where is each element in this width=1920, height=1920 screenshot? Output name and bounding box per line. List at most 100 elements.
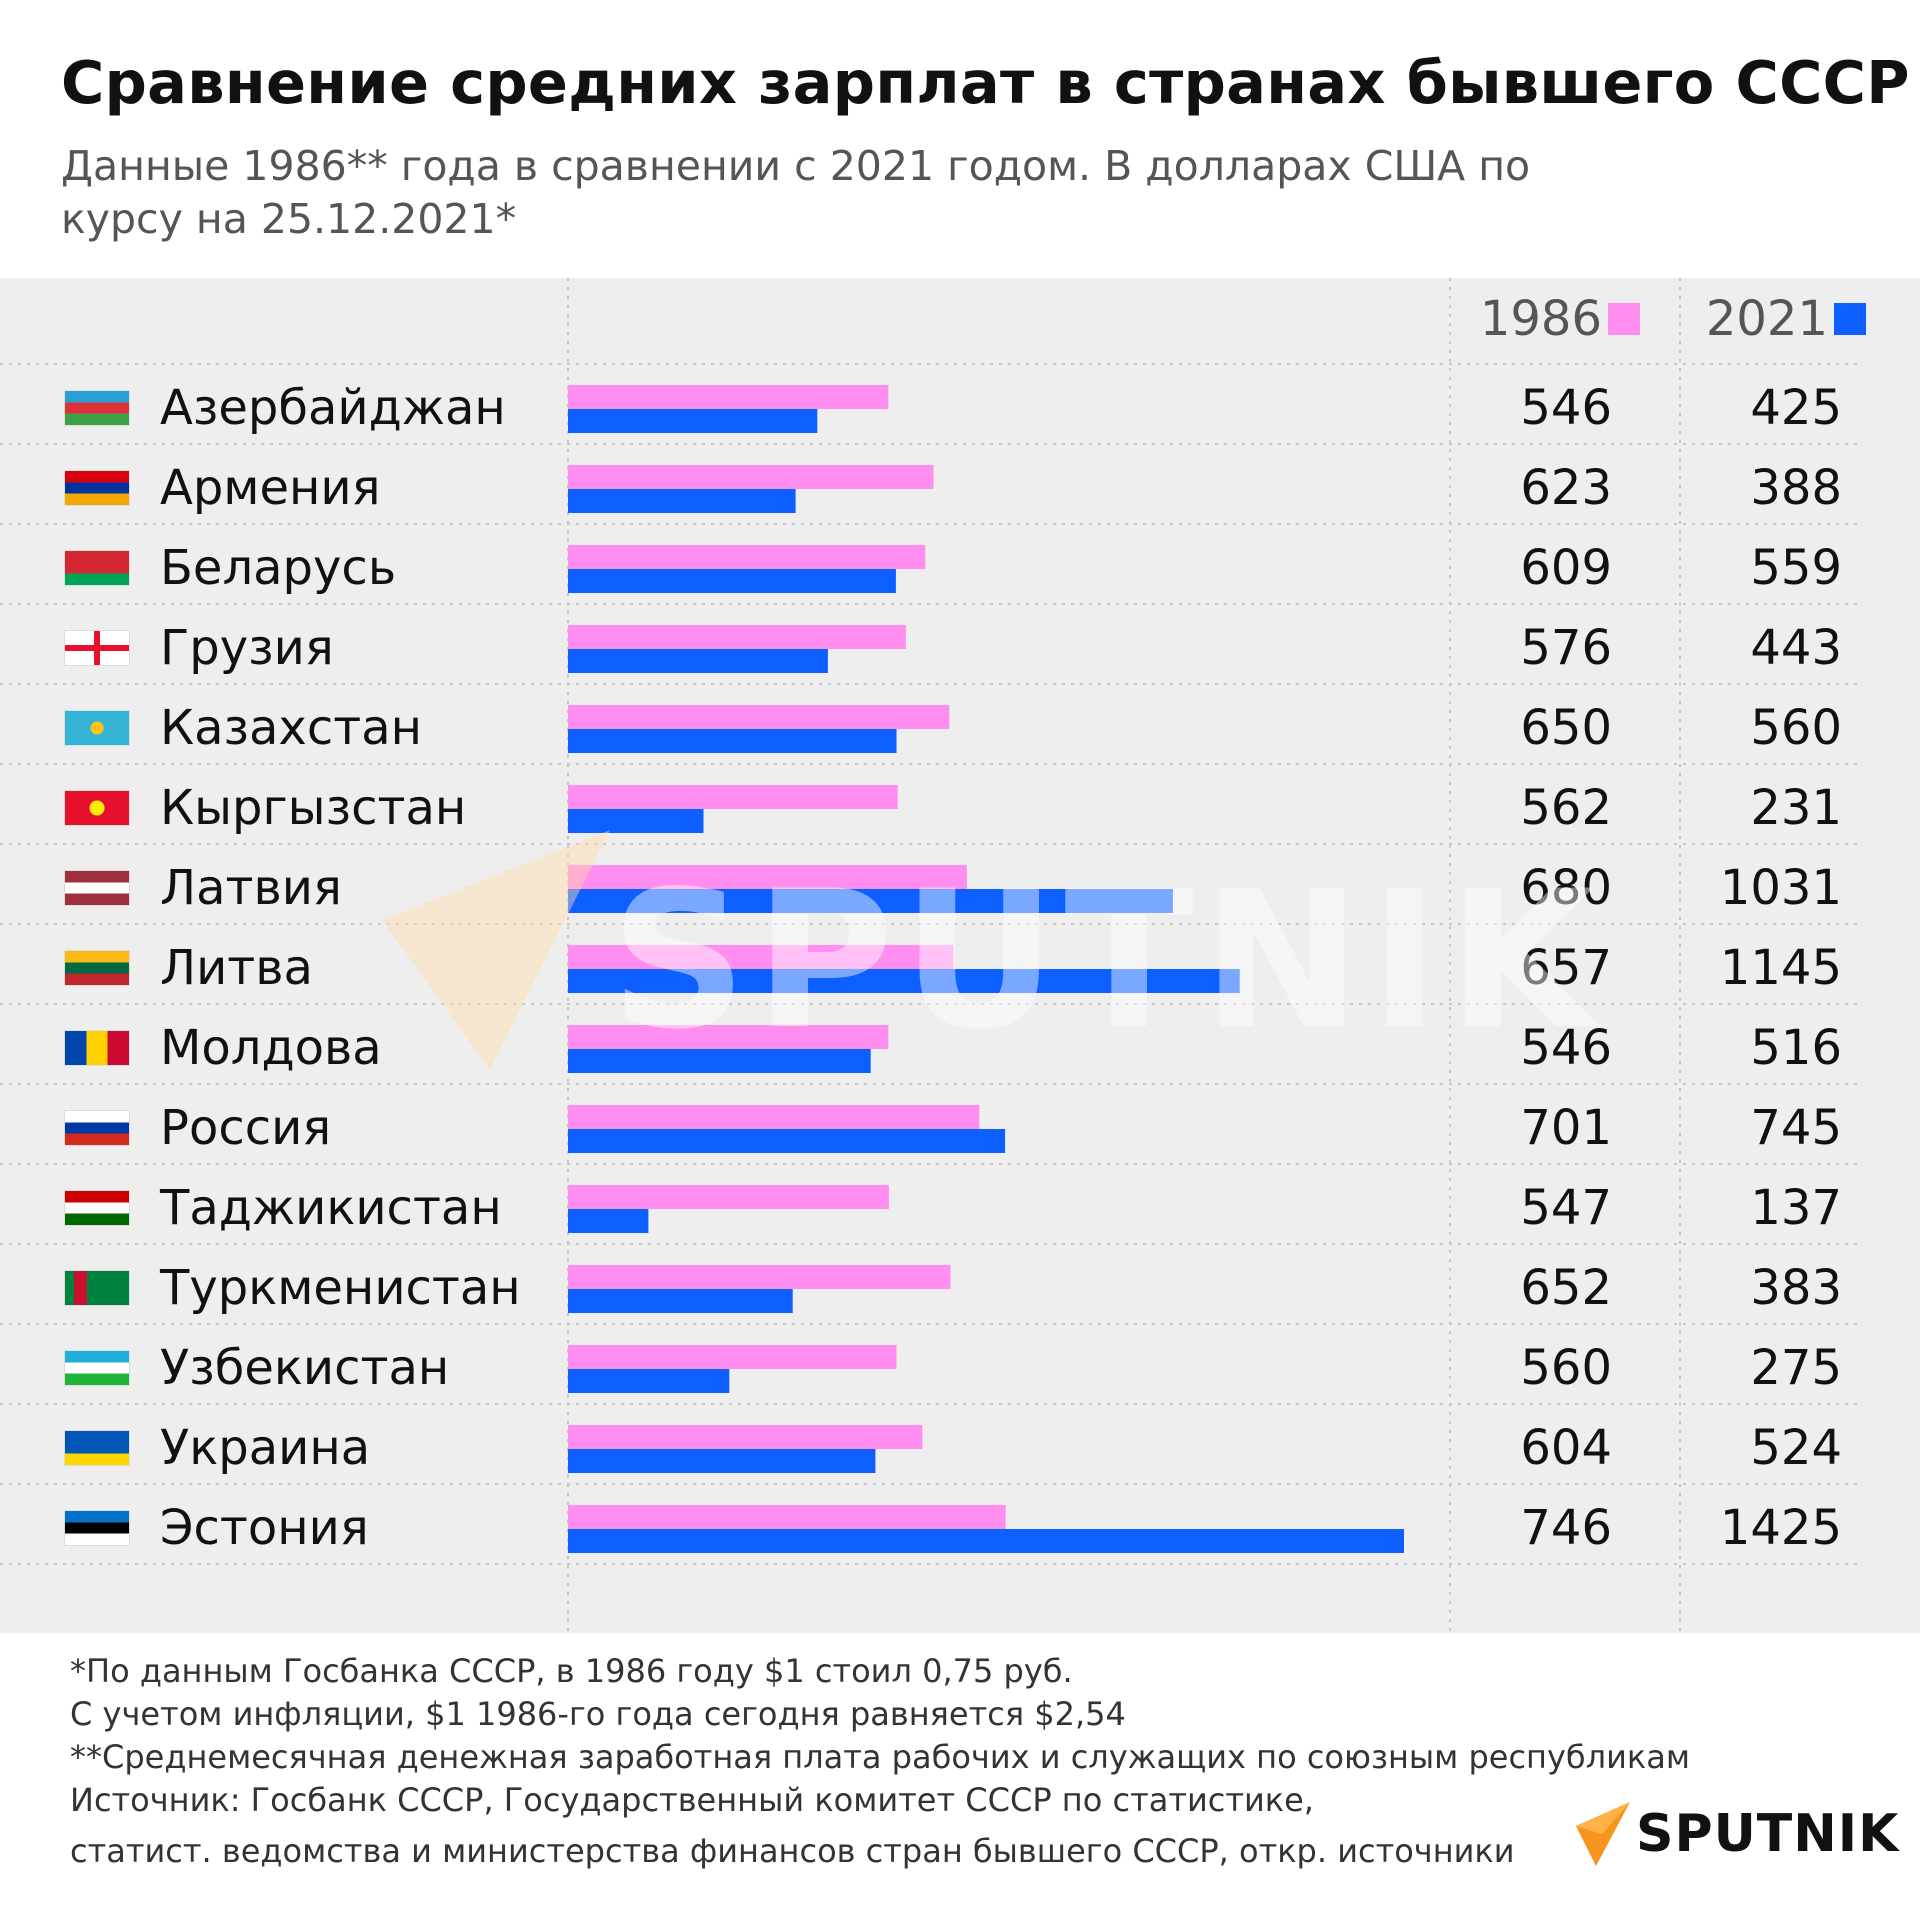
bar-2021 bbox=[568, 1529, 1404, 1553]
turkmenistan-flag-icon bbox=[64, 1270, 130, 1306]
value-2021: 559 bbox=[1750, 540, 1842, 596]
legend-1986-label: 1986 bbox=[1479, 291, 1602, 347]
footnote-line: С учетом инфляции, $1 1986-го года сегод… bbox=[70, 1695, 1126, 1733]
legend-2021-swatch bbox=[1834, 303, 1866, 335]
bar-2021 bbox=[568, 1209, 649, 1233]
bar-2021 bbox=[568, 1049, 871, 1073]
bar-1986 bbox=[568, 1105, 980, 1129]
bar-2021 bbox=[568, 1129, 1006, 1153]
country-name: Эстония bbox=[160, 1500, 369, 1556]
value-1986: 657 bbox=[1520, 940, 1612, 996]
value-2021: 383 bbox=[1750, 1260, 1842, 1316]
country-name: Армения bbox=[160, 460, 381, 516]
georgia-flag-icon bbox=[64, 630, 130, 666]
value-1986: 604 bbox=[1520, 1420, 1612, 1476]
bar-1986 bbox=[568, 1505, 1006, 1529]
bar-1986 bbox=[568, 1025, 889, 1049]
azerbaijan-flag-icon bbox=[64, 390, 130, 426]
table-row: Азербайджан 546 425 bbox=[0, 368, 1920, 448]
value-1986: 701 bbox=[1520, 1100, 1612, 1156]
chart-title: Сравнение средних зарплат в странах бывш… bbox=[61, 48, 1910, 117]
value-2021: 388 bbox=[1750, 460, 1842, 516]
value-2021: 1425 bbox=[1719, 1500, 1842, 1556]
bar-1986 bbox=[568, 625, 906, 649]
lithuania-flag-icon bbox=[64, 950, 130, 986]
value-2021: 560 bbox=[1750, 700, 1842, 756]
table-row: Беларусь 609 559 bbox=[0, 528, 1920, 608]
country-name: Казахстан bbox=[160, 700, 422, 756]
value-1986: 680 bbox=[1520, 860, 1612, 916]
bar-1986 bbox=[568, 945, 954, 969]
value-1986: 652 bbox=[1520, 1260, 1612, 1316]
table-row: Литва 657 1145 bbox=[0, 928, 1920, 1008]
table-row: Казахстан 650 560 bbox=[0, 688, 1920, 768]
legend-1986-swatch bbox=[1608, 303, 1640, 335]
value-2021: 137 bbox=[1750, 1180, 1842, 1236]
legend-2021: 2021 bbox=[1680, 288, 1866, 350]
country-name: Туркменистан bbox=[160, 1260, 521, 1316]
bar-2021 bbox=[568, 969, 1240, 993]
value-2021: 425 bbox=[1750, 380, 1842, 436]
bar-1986 bbox=[568, 785, 898, 809]
bar-2021 bbox=[568, 409, 818, 433]
value-1986: 560 bbox=[1520, 1340, 1612, 1396]
value-1986: 546 bbox=[1520, 1020, 1612, 1076]
value-2021: 1031 bbox=[1719, 860, 1842, 916]
bar-2021 bbox=[568, 489, 796, 513]
belarus-flag-icon bbox=[64, 550, 130, 586]
bar-1986 bbox=[568, 1425, 923, 1449]
bar-2021 bbox=[568, 1449, 876, 1473]
bar-2021 bbox=[568, 729, 897, 753]
table-row: Латвия 680 1031 bbox=[0, 848, 1920, 928]
bar-1986 bbox=[568, 1345, 897, 1369]
bar-2021 bbox=[568, 569, 896, 593]
chart-panel bbox=[0, 278, 1920, 1633]
legend-2021-label: 2021 bbox=[1705, 291, 1828, 347]
table-row: Грузия 576 443 bbox=[0, 608, 1920, 688]
bar-1986 bbox=[568, 465, 934, 489]
country-name: Таджикистан bbox=[160, 1180, 502, 1236]
bar-2021 bbox=[568, 1369, 730, 1393]
country-name: Беларусь bbox=[160, 540, 397, 596]
table-row: Армения 623 388 bbox=[0, 448, 1920, 528]
legend-1986: 1986 bbox=[1450, 288, 1640, 350]
table-row: Кыргызстан 562 231 bbox=[0, 768, 1920, 848]
value-2021: 1145 bbox=[1719, 940, 1842, 996]
value-1986: 609 bbox=[1520, 540, 1612, 596]
footnote-line: *По данным Госбанка СССР, в 1986 году $1… bbox=[70, 1652, 1073, 1690]
bar-1986 bbox=[568, 865, 967, 889]
bar-1986 bbox=[568, 385, 889, 409]
bar-1986 bbox=[568, 1265, 951, 1289]
value-1986: 623 bbox=[1520, 460, 1612, 516]
country-name: Кыргызстан bbox=[160, 780, 467, 836]
bar-1986 bbox=[568, 545, 926, 569]
footnotes: *По данным Госбанка СССР, в 1986 году $1… bbox=[70, 1650, 1690, 1873]
tajikistan-flag-icon bbox=[64, 1190, 130, 1226]
country-name: Литва bbox=[160, 940, 313, 996]
table-row: Молдова 546 516 bbox=[0, 1008, 1920, 1088]
russia-flag-icon bbox=[64, 1110, 130, 1146]
footnote-line: Источник: Госбанк СССР, Государственный … bbox=[70, 1781, 1314, 1819]
sputnik-logo-text: SPUTNIK bbox=[1636, 1804, 1900, 1864]
bar-1986 bbox=[568, 705, 950, 729]
bar-2021 bbox=[568, 809, 704, 833]
country-name: Узбекистан bbox=[160, 1340, 450, 1396]
country-name: Грузия bbox=[160, 620, 334, 676]
value-2021: 275 bbox=[1750, 1340, 1842, 1396]
table-row: Таджикистан 547 137 bbox=[0, 1168, 1920, 1248]
footnote-line: статист. ведомства и министерства финанс… bbox=[70, 1832, 1515, 1870]
sputnik-logo-icon bbox=[1576, 1802, 1630, 1866]
value-1986: 650 bbox=[1520, 700, 1612, 756]
country-name: Латвия bbox=[160, 860, 342, 916]
bar-1986 bbox=[568, 1185, 889, 1209]
latvia-flag-icon bbox=[64, 870, 130, 906]
value-1986: 547 bbox=[1520, 1180, 1612, 1236]
armenia-flag-icon bbox=[64, 470, 130, 506]
country-name: Молдова bbox=[160, 1020, 382, 1076]
bar-chart bbox=[0, 278, 1860, 1632]
table-row: Украина 604 524 bbox=[0, 1408, 1920, 1488]
kyrgyzstan-flag-icon bbox=[64, 790, 130, 826]
moldova-flag-icon bbox=[64, 1030, 130, 1066]
estonia-flag-icon bbox=[64, 1510, 130, 1546]
value-1986: 562 bbox=[1520, 780, 1612, 836]
